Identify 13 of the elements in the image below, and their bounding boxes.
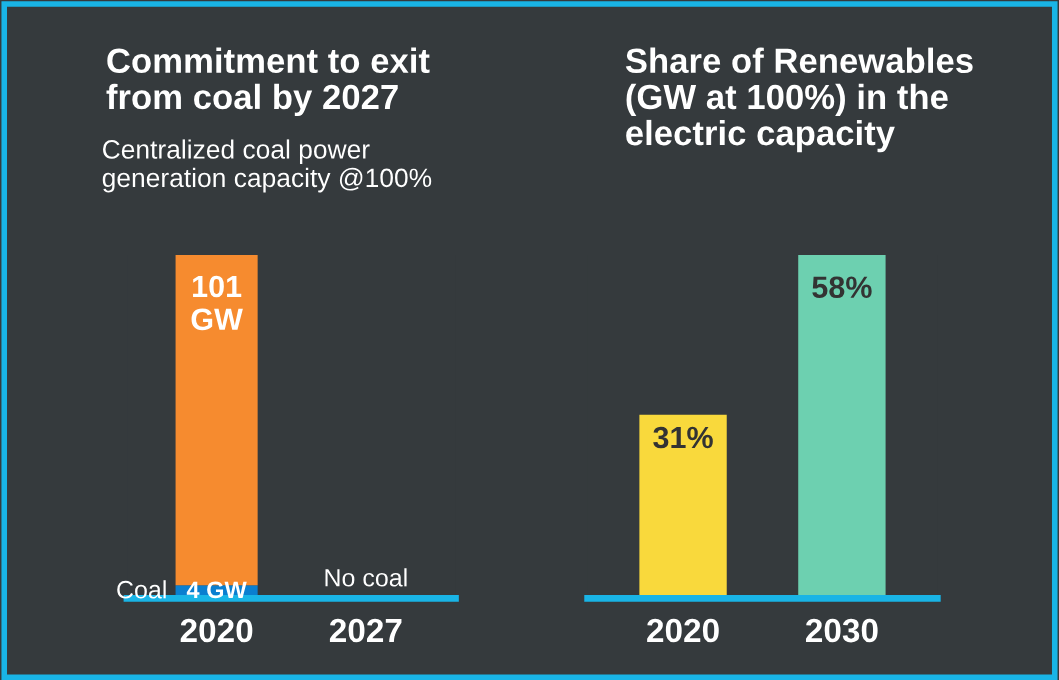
chart-title: Commitment to exit from coal by 2027 [106,47,430,117]
x-tick-label: 2030 [805,618,878,643]
series-label: Coal [117,580,166,599]
data-label: 4 GW [186,581,247,599]
data-label: 31% [653,426,713,449]
data-label: 101 GW [191,275,243,331]
data-label: 58% [812,276,872,299]
chart-title: Share of Renewables (GW at 100%) in the electric capacity [625,47,973,153]
x-tick-label: 2020 [647,618,719,643]
annotation: No coal [325,568,407,587]
x-tick-label: 2027 [329,618,402,643]
chart-subtitle: Centralized coal power generation capacity @100% [102,139,432,193]
x-tick-label: 2020 [180,618,253,643]
